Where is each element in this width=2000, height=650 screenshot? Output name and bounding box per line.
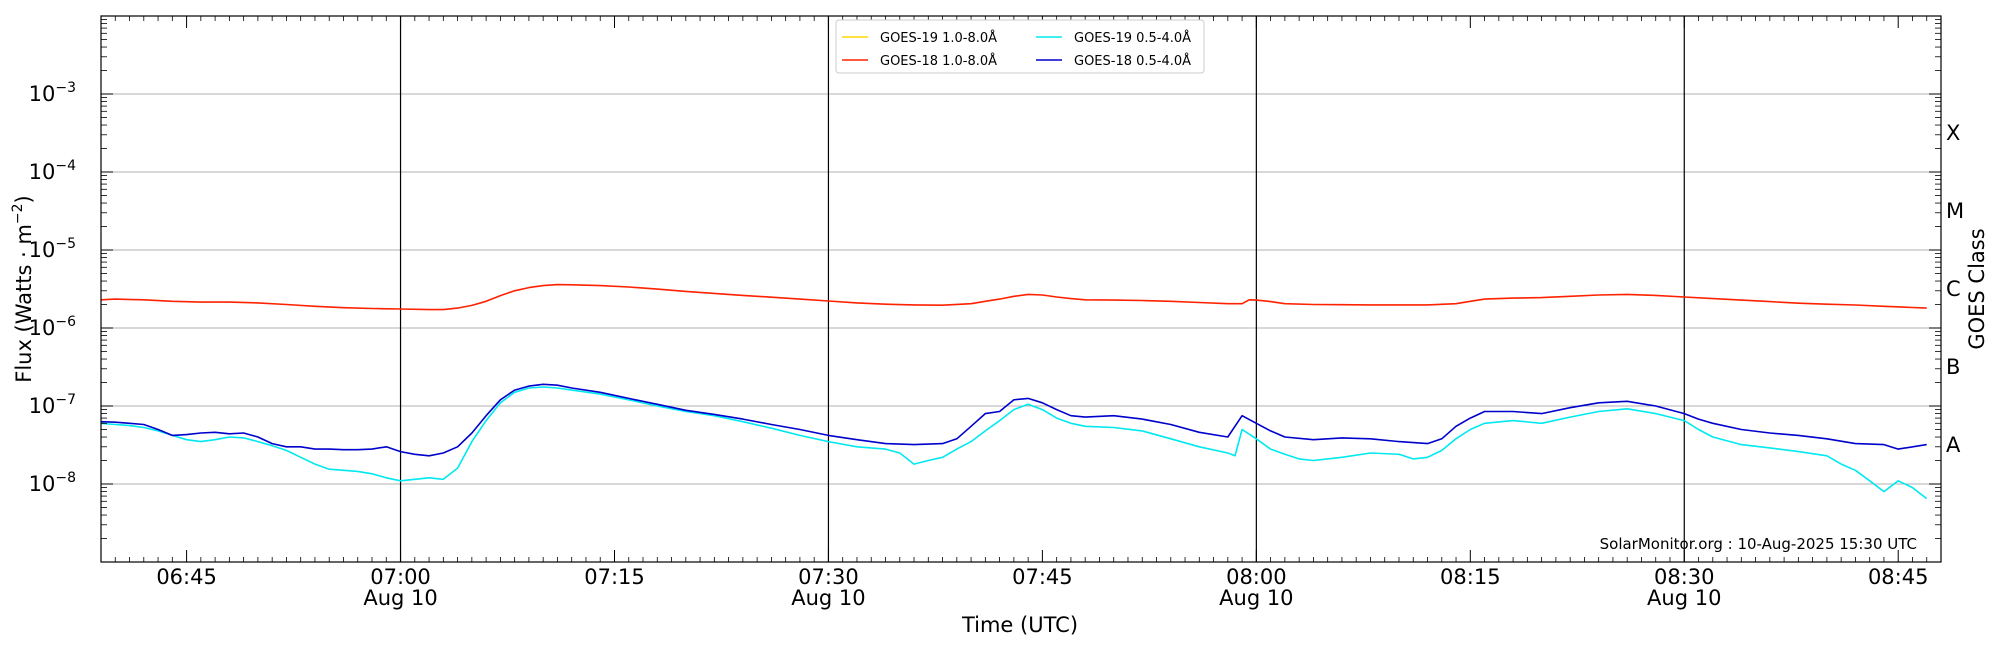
day-marker-lines (399, 16, 1685, 562)
legend-label-goes19-short: GOES-19 0.5-4.0Å (1074, 30, 1191, 46)
series-line-1 (100, 283, 1927, 311)
goes-class-label: C (1946, 277, 1961, 301)
y-axis-label-exponent: −2 (10, 203, 26, 224)
x-tick-label: 07:00 (370, 565, 431, 589)
y-tick-label: 10−4 (29, 158, 76, 184)
data-series (100, 283, 1928, 500)
x-tick-date-label: Aug 10 (1219, 586, 1293, 610)
x-tick-label: 07:30 (798, 565, 859, 589)
plot-frame (100, 15, 1942, 563)
series-line-2 (100, 386, 1928, 500)
y-tick-label: 10−3 (29, 80, 76, 106)
x-tick-label: 06:45 (156, 565, 217, 589)
legend-label-goes18-long: GOES-18 1.0-8.0Å (880, 53, 997, 69)
x-tick-date-label: Aug 10 (791, 586, 865, 610)
x-tick-date-label: Aug 10 (1647, 586, 1721, 610)
y-tick-label: 10−6 (29, 314, 76, 340)
x-tick-label: 07:45 (1012, 565, 1073, 589)
x-tick-label: 08:45 (1868, 565, 1929, 589)
goes-class-axis-label: GOES Class (1965, 228, 1989, 349)
y-tick-label: 10−7 (29, 392, 76, 418)
x-tick-label: 08:30 (1654, 565, 1715, 589)
gridlines (101, 93, 1941, 485)
legend-label-goes19-long: GOES-19 1.0-8.0Å (880, 30, 997, 46)
series-line-3 (100, 383, 1927, 457)
legend-label-goes18-short: GOES-18 0.5-4.0Å (1074, 53, 1191, 69)
y-tick-label: 10−5 (29, 236, 76, 262)
x-tick-date-label: Aug 10 (363, 586, 437, 610)
x-tick-label: 08:15 (1440, 565, 1501, 589)
legend-box (835, 19, 1205, 74)
goes-class-label: M (1946, 199, 1964, 223)
goes-class-label: X (1946, 121, 1960, 145)
x-axis-label: Time (UTC) (961, 613, 1078, 637)
credit-text: SolarMonitor.org : 10-Aug-2025 15:30 UTC (1600, 535, 1917, 553)
x-tick-label: 07:15 (584, 565, 645, 589)
legend: GOES-19 1.0-8.0Å GOES-18 1.0-8.0Å GOES-1… (835, 19, 1205, 74)
y-tick-label: 10−8 (29, 470, 76, 496)
goes-class-label: B (1946, 355, 1960, 379)
y-axis-label-close: ) (12, 195, 36, 203)
y-axis-label: Flux (Watts · m−2) (10, 195, 36, 383)
x-tick-label: 08:00 (1226, 565, 1287, 589)
goes-class-label: A (1946, 433, 1961, 457)
